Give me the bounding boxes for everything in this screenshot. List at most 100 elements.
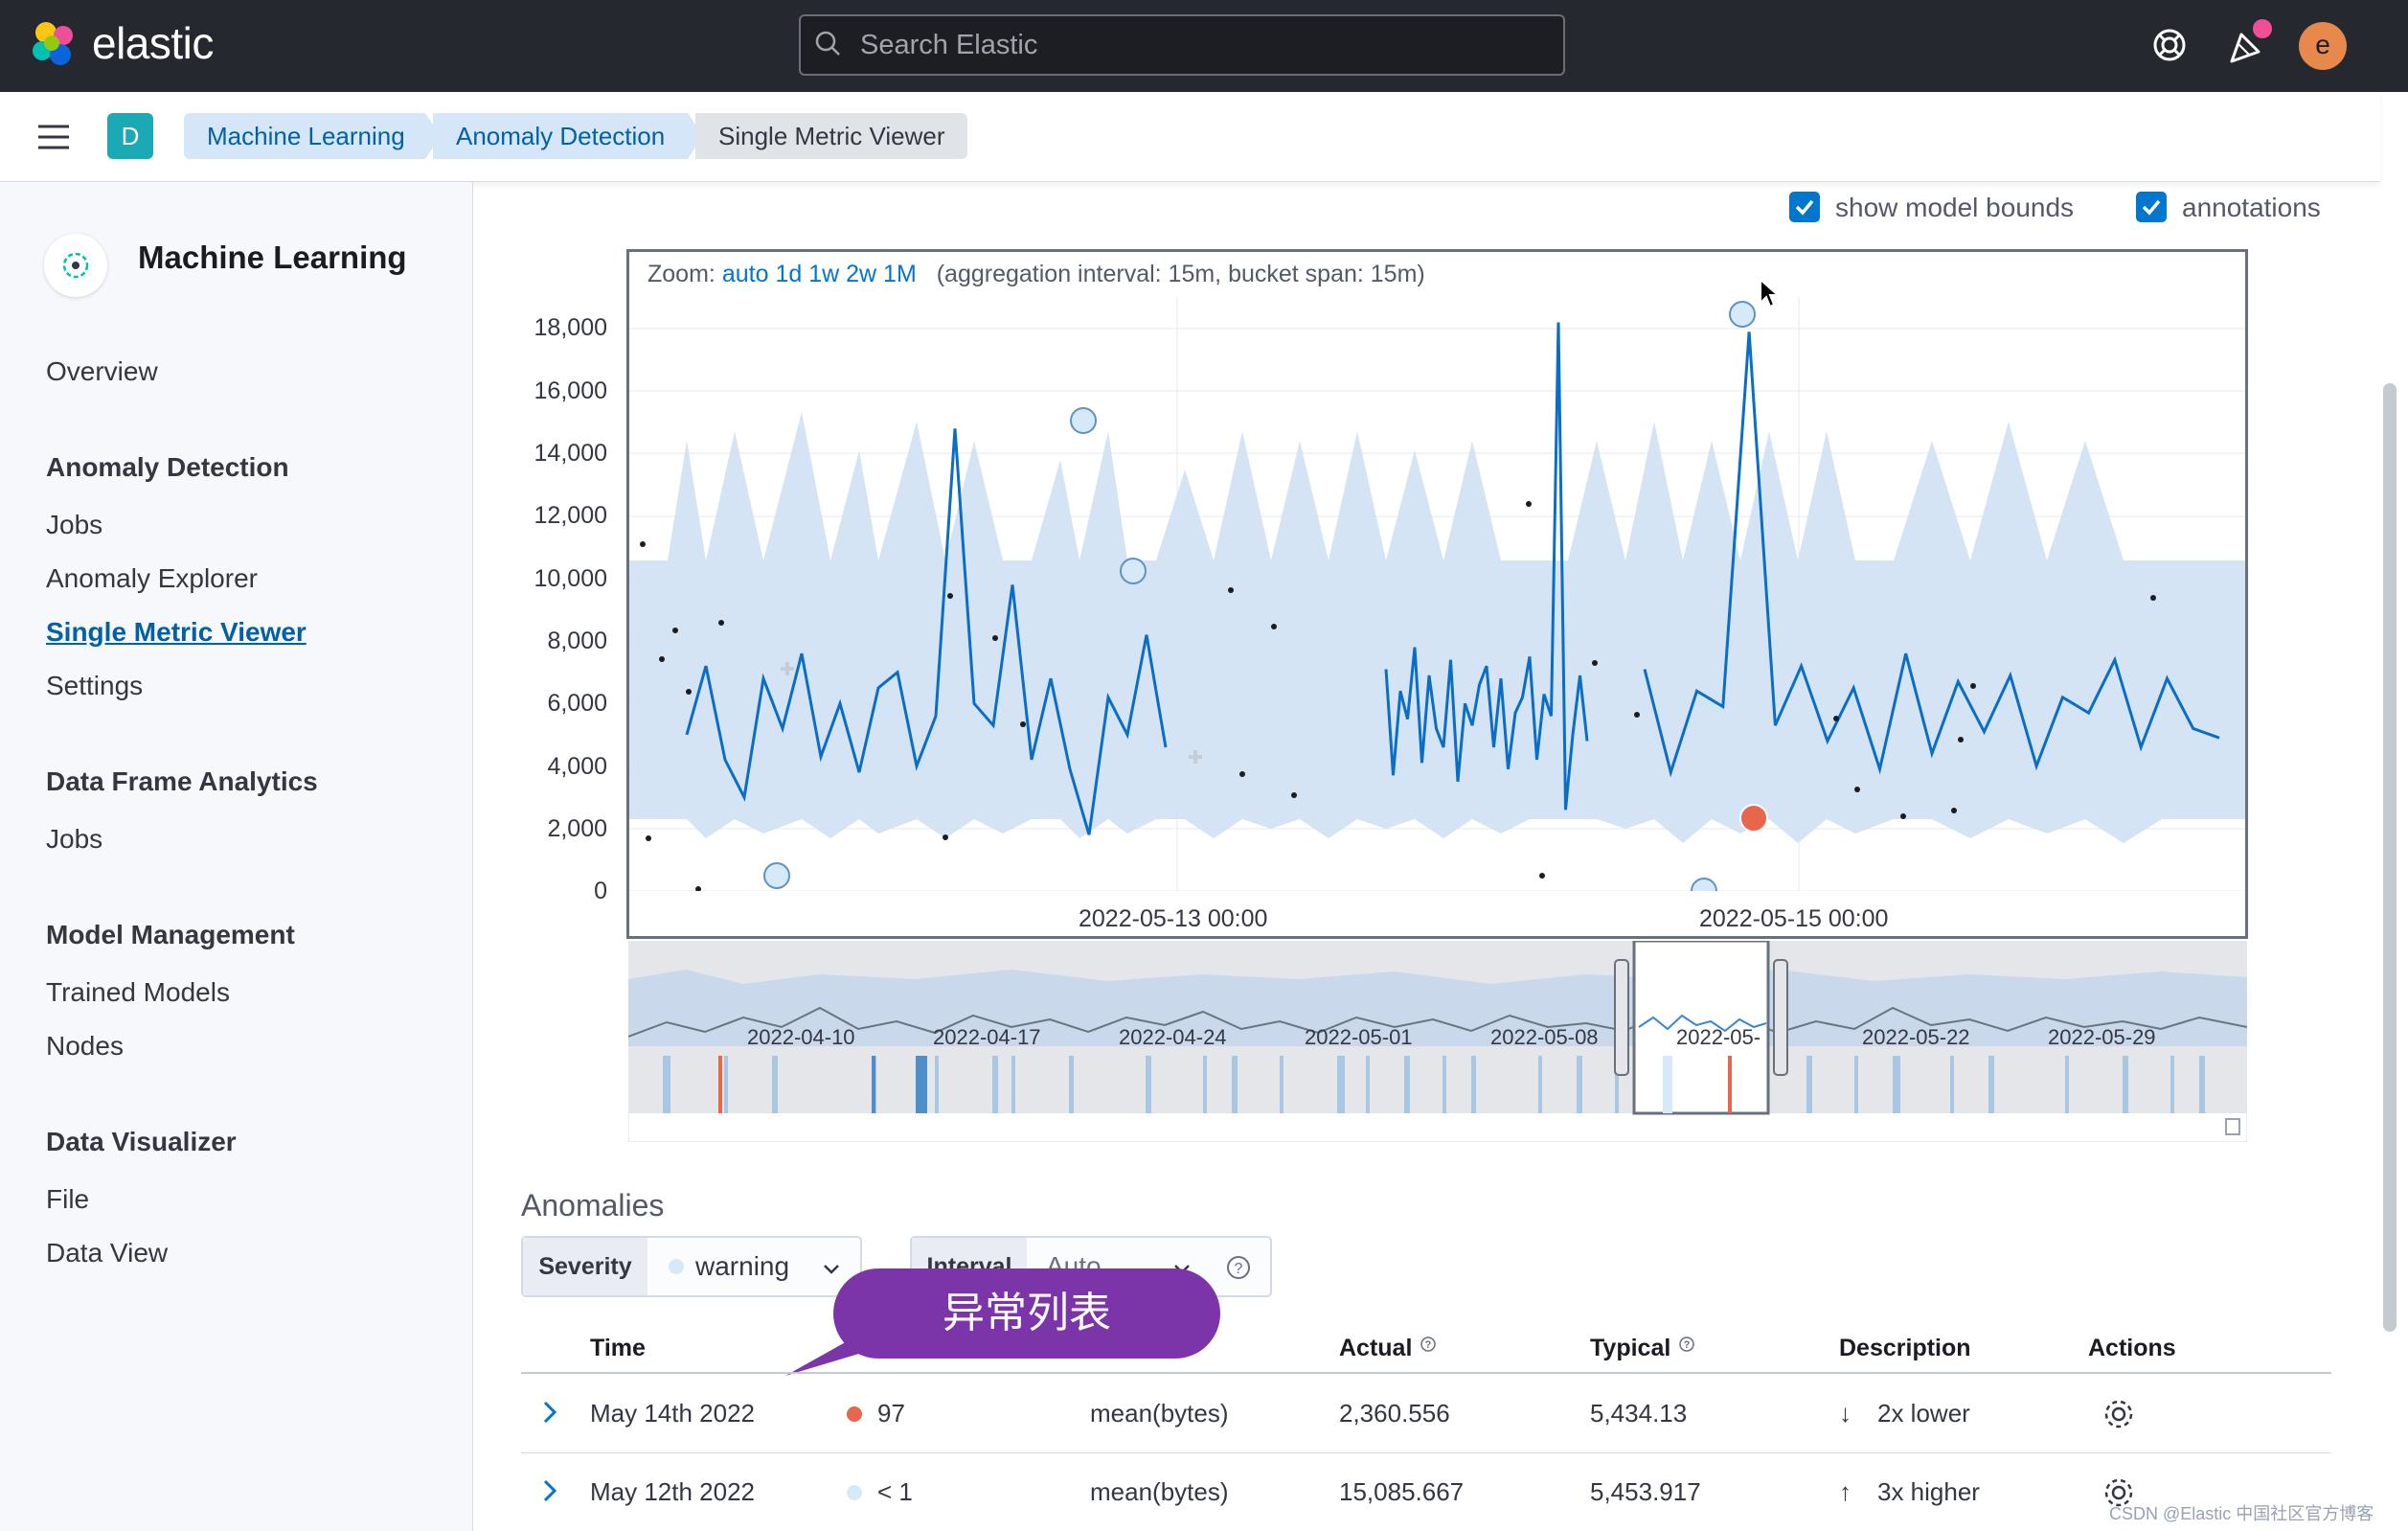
gear-icon[interactable] xyxy=(2101,1475,2136,1510)
severity-color-dot xyxy=(669,1259,684,1274)
data-point-dot xyxy=(1833,716,1839,721)
data-point-dot xyxy=(640,541,646,547)
breadcrumb-single-metric-viewer: Single Metric Viewer xyxy=(695,113,967,159)
user-avatar[interactable]: e xyxy=(2299,22,2347,70)
search-input[interactable]: Search Elastic xyxy=(799,14,1565,76)
chevron-down-icon xyxy=(824,1265,839,1274)
menu-icon[interactable] xyxy=(36,123,71,151)
zoom-1d[interactable]: 1d xyxy=(775,261,803,287)
context-tick-label: 2022-04-24 xyxy=(1119,1025,1227,1049)
help-icon[interactable] xyxy=(2147,23,2192,67)
table-header-divider xyxy=(521,1372,2331,1374)
severity-value: warning xyxy=(695,1251,790,1281)
sidebar-item-file[interactable]: File xyxy=(46,1184,90,1214)
column-header-actions: Actions xyxy=(2088,1335,2176,1361)
x-tick-label: 2022-05-15 00:00 xyxy=(1699,905,1889,932)
series-line-segment xyxy=(1384,322,1589,811)
elastic-logo-icon[interactable] xyxy=(29,19,79,69)
zoom-2w[interactable]: 2w xyxy=(846,261,877,287)
sidebar-item-overview[interactable]: Overview xyxy=(46,356,158,386)
sidebar-heading-data-visualizer: Data Visualizer xyxy=(46,1127,237,1156)
data-point-dot xyxy=(992,635,998,641)
sidebar-item-data-view[interactable]: Data View xyxy=(46,1238,169,1268)
context-tick-label: 2022-04-10 xyxy=(747,1025,855,1049)
column-header-typical: Typical ? xyxy=(1590,1335,1696,1362)
annotation-callout: 异常列表 xyxy=(833,1268,1220,1359)
outlier-dots xyxy=(640,501,2156,891)
anomaly-marker-warning xyxy=(1120,558,1147,584)
search-placeholder: Search Elastic xyxy=(860,30,1038,60)
sidebar-item-jobs[interactable]: Jobs xyxy=(46,510,103,539)
cell-time: May 12th 2022 xyxy=(590,1477,756,1506)
svg-text:?: ? xyxy=(1425,1339,1432,1351)
data-point-dot xyxy=(718,620,724,626)
chevron-right-icon[interactable] xyxy=(538,1477,561,1504)
column-header-time[interactable]: Time xyxy=(590,1335,646,1361)
data-point-dot xyxy=(646,835,651,841)
sidebar-item-settings[interactable]: Settings xyxy=(46,671,144,700)
column-header-actual-label: Actual xyxy=(1339,1335,1413,1361)
chart-plot-area[interactable] xyxy=(629,297,2245,891)
show-model-bounds-label[interactable]: show model bounds xyxy=(1835,193,2075,222)
data-point-dot xyxy=(659,656,665,662)
context-tick-label: 2022-05-08 xyxy=(1490,1025,1599,1049)
severity-select[interactable]: Severity warning xyxy=(521,1236,862,1297)
help-question-icon[interactable]: ? xyxy=(1224,1253,1253,1282)
info-icon[interactable]: ? xyxy=(1419,1335,1438,1354)
multi-bucket-marker xyxy=(781,662,794,675)
space-avatar[interactable]: D xyxy=(107,113,153,159)
cell-description: 2x lower xyxy=(1877,1399,1970,1428)
data-point-dot xyxy=(695,886,701,891)
data-point-dot xyxy=(1526,501,1532,507)
data-point-dot xyxy=(686,689,692,695)
sidebar-item-trained-models[interactable]: Trained Models xyxy=(46,977,230,1007)
context-tick-label: 2022-05-22 xyxy=(1862,1025,1970,1049)
anomaly-marker-warning xyxy=(1070,407,1097,434)
zoom-1w[interactable]: 1w xyxy=(808,261,840,287)
sidebar-item-anomaly-explorer[interactable]: Anomaly Explorer xyxy=(46,563,258,593)
data-point-dot xyxy=(1854,787,1860,792)
annotations-label[interactable]: annotations xyxy=(2182,193,2321,222)
context-chart[interactable] xyxy=(628,941,2247,1142)
anomaly-markers xyxy=(763,301,1768,891)
annotations-checkbox[interactable] xyxy=(2136,192,2167,222)
zoom-1m[interactable]: 1M xyxy=(883,261,917,287)
mouse-cursor-icon xyxy=(1760,278,1780,308)
chevron-right-icon[interactable] xyxy=(538,1399,561,1426)
breadcrumb-anomaly-detection[interactable]: Anomaly Detection xyxy=(433,113,688,159)
sidebar-heading-data-frame-analytics: Data Frame Analytics xyxy=(46,766,318,796)
single-metric-chart[interactable] xyxy=(626,249,2248,939)
anomalies-title: Anomalies xyxy=(521,1188,665,1223)
y-tick-label: 2,000 xyxy=(547,815,607,842)
y-tick-label: 0 xyxy=(594,878,607,904)
zoom-auto[interactable]: auto xyxy=(721,261,769,287)
machine-learning-icon xyxy=(44,234,107,297)
svg-text:?: ? xyxy=(1684,1339,1691,1351)
cell-time: May 14th 2022 xyxy=(590,1399,756,1428)
breadcrumb-machine-learning[interactable]: Machine Learning xyxy=(184,113,425,159)
sidebar-item-nodes[interactable]: Nodes xyxy=(46,1031,124,1061)
anomaly-marker-warning xyxy=(763,862,790,889)
multi-bucket-marker xyxy=(1189,750,1202,764)
data-point-dot xyxy=(1900,813,1906,819)
news-feed-icon[interactable] xyxy=(2224,23,2268,67)
brand-name[interactable]: elastic xyxy=(92,18,214,68)
data-point-dot xyxy=(943,834,948,840)
data-point-dot xyxy=(1239,771,1245,777)
column-header-typical-label: Typical xyxy=(1590,1335,1671,1361)
data-point-dot xyxy=(1592,660,1598,666)
sidebar-item-dfa-jobs[interactable]: Jobs xyxy=(46,824,103,854)
data-point-dot xyxy=(1020,721,1026,727)
model-bounds-band xyxy=(629,412,2245,843)
y-tick-label: 6,000 xyxy=(547,690,607,717)
data-point-dot xyxy=(2150,595,2156,601)
show-model-bounds-checkbox[interactable] xyxy=(1789,192,1820,222)
brush-handle-left xyxy=(1614,959,1629,1076)
data-point-dot xyxy=(1271,624,1277,629)
gear-icon[interactable] xyxy=(2101,1397,2136,1431)
brush-selection xyxy=(1632,941,1770,1115)
data-point-dot xyxy=(1634,712,1640,718)
info-icon[interactable]: ? xyxy=(1677,1335,1696,1354)
sidebar-item-single-metric-viewer[interactable]: Single Metric Viewer xyxy=(46,617,307,647)
page-scrollbar[interactable] xyxy=(2383,383,2397,1332)
